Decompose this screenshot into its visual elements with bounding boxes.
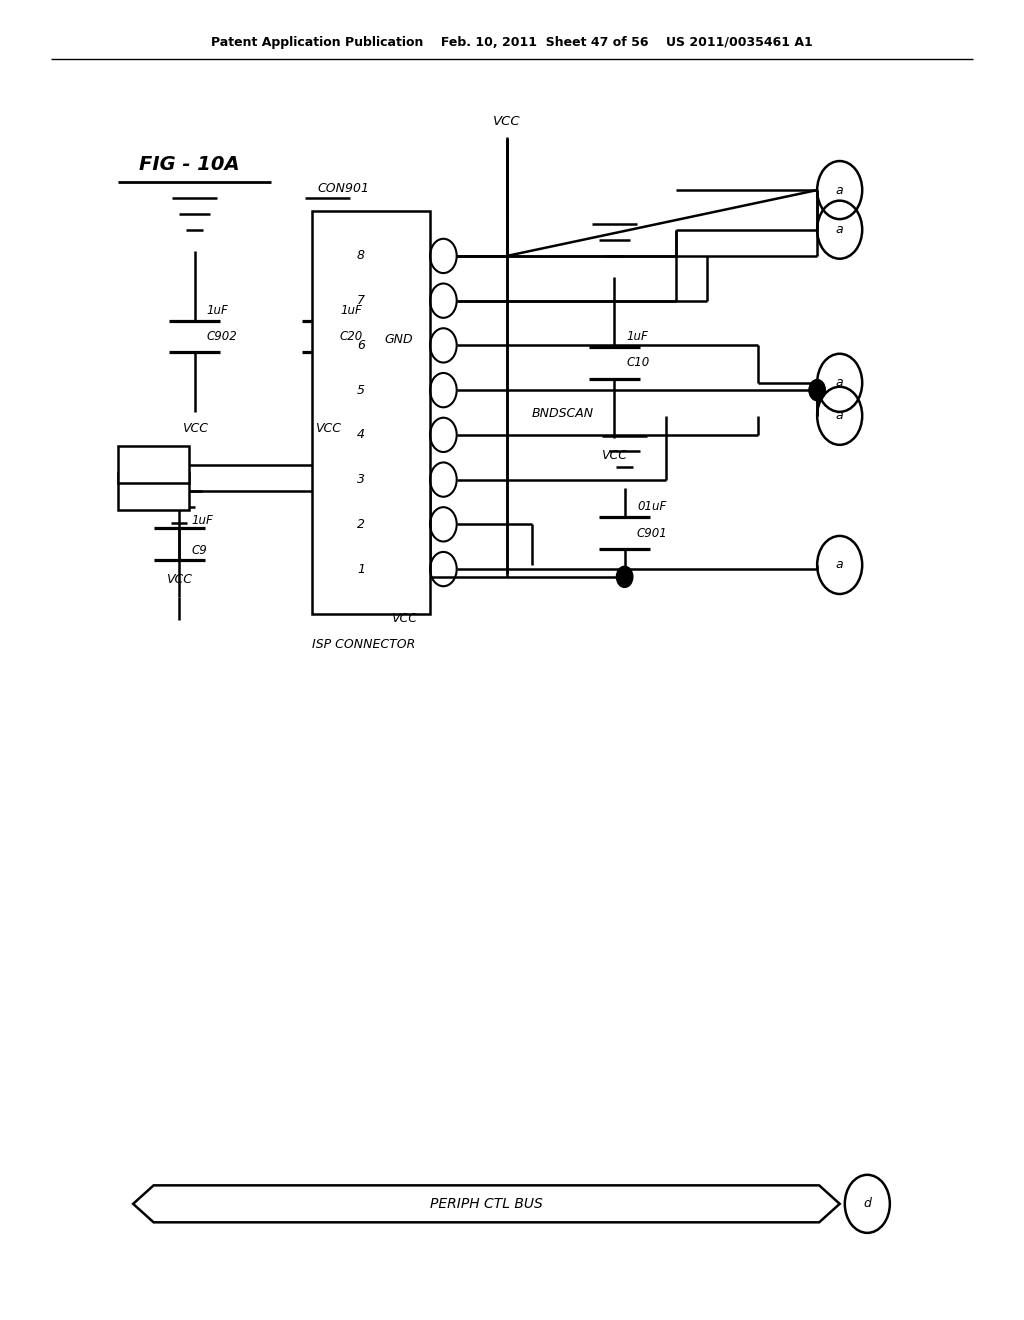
Text: a: a	[836, 223, 844, 236]
Text: VCC: VCC	[601, 449, 628, 462]
Text: Patent Application Publication    Feb. 10, 2011  Sheet 47 of 56    US 2011/00354: Patent Application Publication Feb. 10, …	[211, 36, 813, 49]
Text: PERIPH CTL BUS: PERIPH CTL BUS	[430, 1197, 543, 1210]
Text: 7: 7	[357, 294, 365, 308]
FancyBboxPatch shape	[118, 446, 189, 483]
Text: 1uF: 1uF	[191, 513, 213, 527]
Text: 5: 5	[357, 384, 365, 396]
Text: ISP CONNECTOR: ISP CONNECTOR	[312, 638, 416, 651]
Circle shape	[616, 566, 633, 587]
FancyBboxPatch shape	[118, 473, 189, 510]
Text: VCC: VCC	[166, 573, 193, 586]
Text: C20: C20	[340, 330, 364, 343]
Text: GND: GND	[384, 333, 413, 346]
Text: VCC: VCC	[181, 422, 208, 436]
Text: 4: 4	[357, 429, 365, 441]
Text: a: a	[836, 183, 844, 197]
Text: C9: C9	[191, 544, 207, 557]
FancyBboxPatch shape	[312, 211, 430, 614]
Text: VCC: VCC	[314, 422, 341, 436]
Text: 1uF: 1uF	[207, 304, 228, 317]
Text: CON901: CON901	[317, 182, 370, 195]
Text: 1uF: 1uF	[340, 304, 361, 317]
Text: GND: GND	[139, 458, 168, 471]
Text: 2: 2	[357, 517, 365, 531]
Text: VCC: VCC	[391, 612, 418, 626]
Text: 01uF: 01uF	[637, 500, 667, 513]
Circle shape	[809, 380, 825, 401]
Text: d: d	[863, 1197, 871, 1210]
Text: 6: 6	[357, 339, 365, 352]
Text: VCC: VCC	[494, 115, 520, 128]
Text: a: a	[836, 376, 844, 389]
Text: a: a	[836, 409, 844, 422]
Text: C901: C901	[637, 527, 668, 540]
Text: a: a	[836, 558, 844, 572]
Text: VCC: VCC	[140, 484, 167, 498]
Text: FIG - 10A: FIG - 10A	[139, 156, 240, 174]
Text: C902: C902	[207, 330, 238, 343]
Text: 3: 3	[357, 473, 365, 486]
Text: 1: 1	[357, 562, 365, 576]
Text: 8: 8	[357, 249, 365, 263]
Text: C10: C10	[627, 356, 650, 370]
Text: BNDSCAN: BNDSCAN	[532, 408, 594, 420]
Text: 1uF: 1uF	[627, 330, 648, 343]
